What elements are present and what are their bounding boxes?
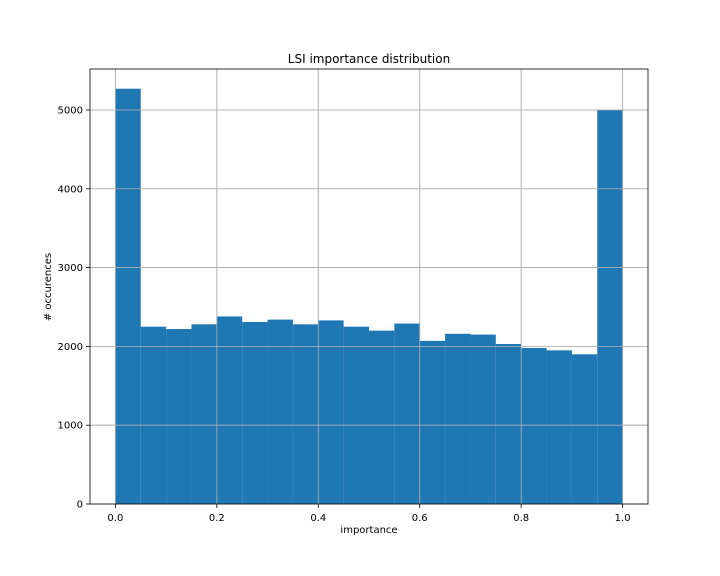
histogram-bar [521,347,547,504]
histogram-bar [546,350,572,504]
x-axis-label: importance [340,525,397,536]
x-axis-ticks: 0.0 0.2 0.4 0.6 0.8 1.0 [107,504,631,524]
histogram-bar [115,88,141,505]
y-tick-label: 0 [77,500,83,511]
histogram-bar [191,324,217,504]
histogram-bar [343,326,369,504]
x-tick-label: 0.4 [310,513,326,524]
histogram-bar [419,340,446,504]
x-tick-label: 1.0 [615,513,631,524]
x-tick-label: 0.0 [107,513,123,524]
histogram-bar [242,321,268,504]
histogram-bar [495,344,522,504]
histogram-bar [394,323,420,504]
histogram-bar [166,329,192,504]
histogram-bar [267,319,293,504]
histogram-bar [140,326,167,504]
y-tick-label: 3000 [58,263,83,274]
plot-frame [89,68,649,505]
y-axis-ticks: 0 1000 2000 3000 4000 5000 [58,105,90,511]
histogram-bar [292,324,319,504]
y-tick-label: 2000 [58,342,83,353]
histogram-bar [597,109,623,504]
histogram-bar [445,333,471,504]
histogram-bar [369,330,395,504]
y-tick-label: 5000 [58,105,83,116]
x-tick-label: 0.2 [209,513,225,524]
x-tick-label: 0.8 [513,513,529,524]
y-axis-label: # occurences [43,253,54,321]
chart-title: LSI importance distribution [288,52,450,66]
histogram-bars [90,69,648,505]
histogram-bar [470,334,496,504]
histogram-bar [318,320,344,504]
histogram-bar [571,354,598,504]
histogram-bar [216,316,243,504]
y-tick-label: 4000 [58,184,83,195]
y-tick-label: 1000 [58,421,83,432]
x-tick-label: 0.6 [412,513,428,524]
